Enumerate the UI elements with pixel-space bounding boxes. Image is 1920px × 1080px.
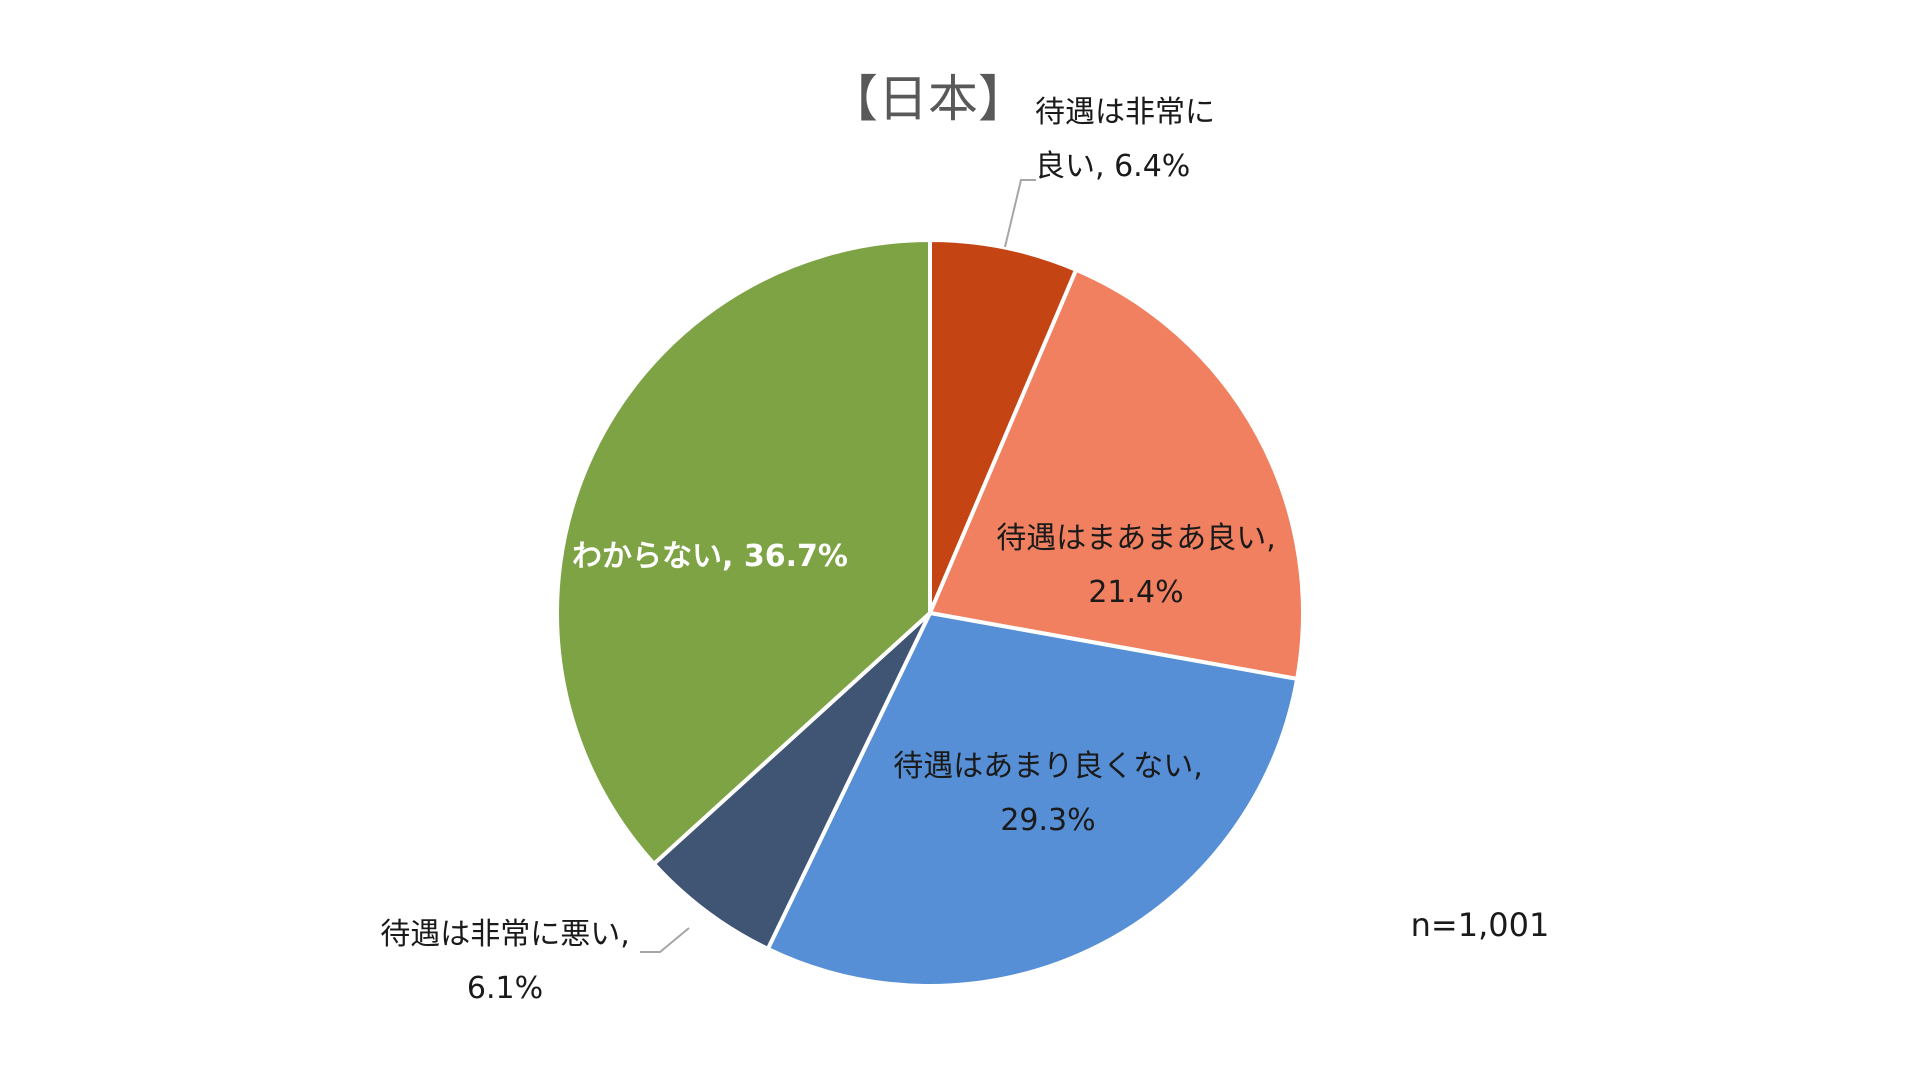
slice-data-label-5-line-1: わからない, 36.7% xyxy=(572,539,848,574)
sample-size-note: n=1,001 xyxy=(1411,906,1550,944)
slice-data-label-2-line-2: 21.4% xyxy=(1088,575,1183,610)
slice-data-label-2-line-1: 待遇はまあまあ良い, xyxy=(996,521,1276,556)
slice-data-label-5: わからない, 36.7% xyxy=(572,539,848,574)
pie-slice-3 xyxy=(765,610,1300,988)
slice-data-label-2: 待遇はまあまあ良い, 21.4% xyxy=(996,521,1276,610)
pie-slice-5 xyxy=(555,237,932,867)
slice-data-label-4: 待遇は非常に悪い, 6.1% xyxy=(380,917,630,1006)
leader-line-4 xyxy=(640,927,690,953)
slice-data-label-1-line-2: 良い, 6.4% xyxy=(1035,149,1190,184)
slice-data-label-3-line-2: 29.3% xyxy=(1000,803,1095,838)
slice-data-label-3: 待遇はあまり良くない, 29.3% xyxy=(893,749,1203,838)
pie-slice-1 xyxy=(928,237,1079,614)
pie-slice-2 xyxy=(927,267,1305,682)
slice-data-label-3-line-1: 待遇はあまり良くない, xyxy=(893,749,1203,784)
slice-data-label-4-line-1: 待遇は非常に悪い, xyxy=(380,917,630,952)
slice-data-label-1: 待遇は非常に良い, 6.4% xyxy=(1035,95,1215,184)
slice-data-label-1-line-1: 待遇は非常に xyxy=(1035,95,1215,130)
pie-slice-4 xyxy=(651,611,932,952)
leader-line-1 xyxy=(1004,179,1036,248)
slice-data-label-4-line-2: 6.1% xyxy=(467,971,543,1006)
chart-title: 【日本】 xyxy=(828,70,1028,128)
